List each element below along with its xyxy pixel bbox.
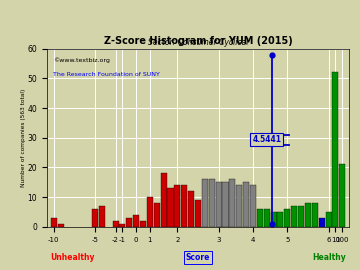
- Bar: [291, 206, 297, 227]
- Bar: [216, 182, 222, 227]
- Bar: [312, 203, 318, 227]
- Bar: [305, 203, 311, 227]
- Bar: [271, 212, 276, 227]
- Bar: [264, 209, 270, 227]
- Text: ©www.textbiz.org: ©www.textbiz.org: [53, 58, 110, 63]
- Bar: [284, 209, 291, 227]
- Bar: [181, 185, 187, 227]
- Bar: [120, 224, 125, 227]
- Bar: [250, 185, 256, 227]
- Bar: [140, 221, 146, 227]
- Bar: [229, 179, 235, 227]
- Text: 4.5441: 4.5441: [252, 135, 282, 144]
- Bar: [99, 206, 105, 227]
- Bar: [154, 203, 160, 227]
- Bar: [325, 212, 332, 227]
- Bar: [257, 209, 263, 227]
- Text: The Research Foundation of SUNY: The Research Foundation of SUNY: [53, 72, 160, 77]
- Bar: [243, 182, 249, 227]
- Text: Healthy: Healthy: [312, 253, 346, 262]
- Bar: [278, 212, 283, 227]
- Bar: [339, 164, 345, 227]
- Title: Z-Score Histogram for YUM (2015): Z-Score Histogram for YUM (2015): [104, 36, 292, 46]
- Y-axis label: Number of companies (563 total): Number of companies (563 total): [21, 89, 26, 187]
- Bar: [133, 215, 139, 227]
- Bar: [113, 221, 118, 227]
- Bar: [147, 197, 153, 227]
- Bar: [298, 206, 304, 227]
- Text: Unhealthy: Unhealthy: [50, 253, 95, 262]
- Text: Score: Score: [186, 253, 210, 262]
- Bar: [167, 188, 174, 227]
- Bar: [188, 191, 194, 227]
- Bar: [332, 72, 338, 227]
- Bar: [195, 200, 201, 227]
- Bar: [222, 182, 229, 227]
- Bar: [202, 179, 208, 227]
- Bar: [161, 173, 167, 227]
- Bar: [92, 209, 98, 227]
- Bar: [319, 218, 325, 227]
- Text: Sector: Consumer Cyclical: Sector: Consumer Cyclical: [148, 38, 248, 47]
- Bar: [51, 218, 57, 227]
- Bar: [174, 185, 180, 227]
- Bar: [58, 224, 64, 227]
- Bar: [236, 185, 242, 227]
- Bar: [126, 218, 132, 227]
- Bar: [209, 179, 215, 227]
